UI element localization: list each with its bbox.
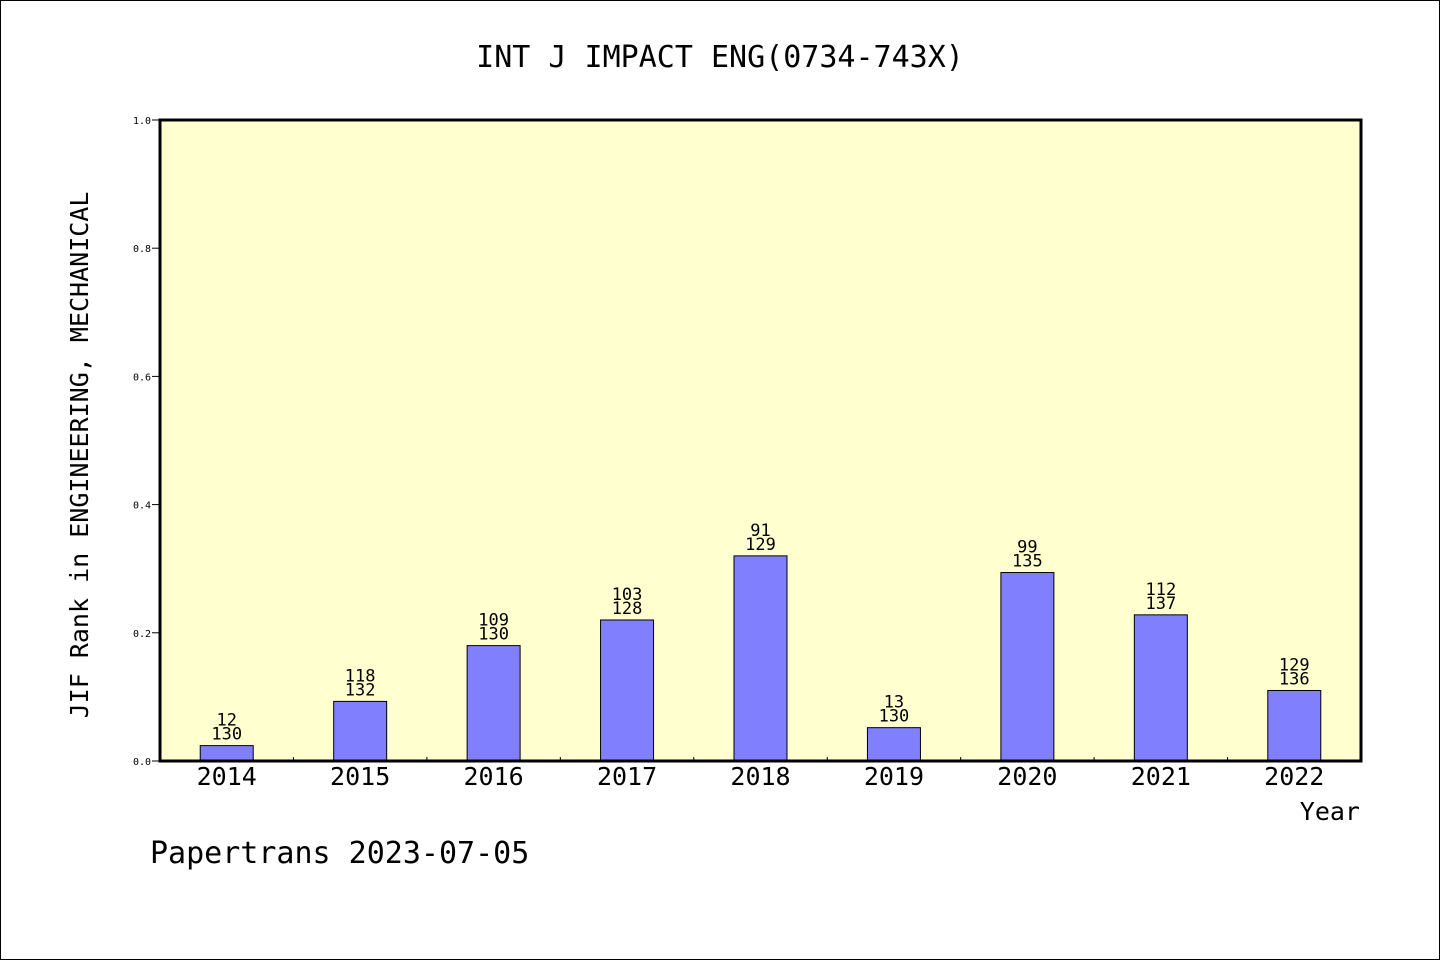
x-axis: 2014 2015 2016 2017 2018 2019 2020 2021 2022: [197, 757, 1324, 791]
chart-title: INT J IMPACT ENG(0734-743X): [476, 40, 964, 75]
bar-total-label: 132: [345, 680, 376, 700]
bar-labels-group: 1213011813210913010312891129131309913511…: [211, 521, 1309, 745]
bar-rank-label: 13: [884, 693, 904, 713]
bar-total-label: 128: [612, 599, 643, 619]
bar-2015: [333, 700, 388, 762]
y-axis: 0.0 0.2 0.4 0.6 0.8 1.0: [133, 116, 160, 768]
x-tick-label: 2020: [997, 762, 1057, 791]
x-tick-label: 2021: [1131, 762, 1191, 791]
bar-2014: [199, 745, 254, 762]
x-tick-label: 2017: [597, 762, 657, 791]
footer-credit: Papertrans 2023-07-05: [150, 836, 529, 871]
bar-rank-label: 129: [1279, 655, 1310, 675]
bar-2019: [866, 727, 921, 762]
x-tick-label: 2015: [330, 762, 390, 791]
bar-rank-label: 103: [612, 585, 643, 605]
bar-total-label: 137: [1145, 594, 1176, 614]
bar-total-label: 136: [1279, 669, 1310, 689]
bar-total-label: 130: [879, 707, 910, 727]
bar-2016: [466, 645, 521, 762]
plot-border: [158, 118, 1363, 763]
x-axis-label: Year: [1300, 797, 1360, 826]
y-tick-label: 0.4: [133, 501, 151, 512]
bar-2020: [1000, 572, 1055, 762]
bar-rank-label: 112: [1145, 580, 1176, 600]
x-tick-label: 2018: [730, 762, 790, 791]
bar-total-label: 135: [1012, 552, 1043, 572]
bar-rank-label: 12: [216, 711, 236, 731]
bar-rank-label: 91: [750, 521, 770, 541]
bar-rank-label: 99: [1017, 538, 1037, 558]
bar-2017: [600, 619, 655, 762]
bar-2018: [733, 555, 788, 762]
y-tick-label: 1.0: [133, 116, 151, 127]
bar-total-label: 130: [211, 725, 242, 745]
x-tick-label: 2022: [1264, 762, 1324, 791]
x-tick-label: 2019: [864, 762, 924, 791]
bar-rank-label: 109: [478, 611, 509, 631]
bar-2021: [1133, 614, 1188, 762]
bar-rank-label: 118: [345, 666, 376, 686]
y-tick-label: 0.0: [133, 757, 151, 768]
bars-group: [199, 555, 1322, 762]
bar-2022: [1267, 689, 1322, 762]
y-tick-label: 0.2: [133, 629, 151, 640]
y-tick-label: 0.6: [133, 372, 151, 383]
x-tick-label: 2014: [197, 762, 257, 791]
y-tick-label: 0.8: [133, 244, 151, 255]
x-tick-label: 2016: [464, 762, 524, 791]
bar-total-label: 130: [478, 625, 509, 645]
y-axis-label: JIF Rank in ENGINEERING, MECHANICAL: [65, 192, 94, 719]
bar-total-label: 129: [745, 535, 776, 555]
